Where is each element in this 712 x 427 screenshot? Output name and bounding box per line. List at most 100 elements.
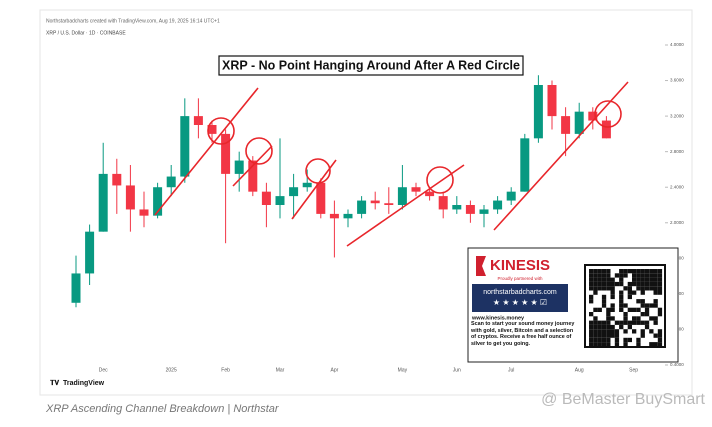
qr-cell: [640, 320, 645, 325]
qr-cell: [640, 281, 645, 287]
qr-cell: [644, 277, 650, 282]
qr-cell: [597, 320, 602, 325]
candle-body: [180, 116, 190, 177]
qr-cell: [606, 337, 611, 343]
candle-body: [153, 187, 163, 216]
qr-cell: [657, 337, 663, 343]
ad-url: www.kinesis.money: [471, 315, 525, 321]
x-tick-label: Apr: [331, 367, 339, 373]
qr-cell: [589, 333, 594, 338]
qr-cell: [606, 273, 611, 278]
qr-cell: [610, 329, 615, 334]
qr-cell: [649, 329, 654, 334]
qr-cell: [623, 316, 628, 321]
qr-cell: [627, 290, 632, 295]
qr-cell: [606, 277, 611, 282]
qr-cell: [657, 333, 663, 338]
qr-cell: [589, 269, 594, 274]
tv-logo: 𝐓𝐕: [50, 379, 60, 387]
red-circle: [245, 137, 273, 165]
candle-body: [370, 200, 380, 204]
candle-body: [493, 200, 503, 210]
qr-cell: [636, 299, 641, 304]
qr-cell: [640, 269, 645, 274]
qr-cell: [644, 273, 650, 278]
qr-cell: [593, 333, 598, 338]
qr-cell: [644, 281, 650, 287]
ad-tagline: Proudly partnered with: [497, 276, 543, 281]
qr-cell: [597, 269, 602, 274]
qr-cell: [597, 324, 602, 330]
qr-cell: [619, 290, 624, 295]
candle-body: [547, 85, 557, 117]
candle-body: [438, 196, 448, 210]
qr-cell: [597, 277, 602, 282]
candle-body: [479, 209, 489, 214]
qr-cell: [627, 269, 632, 274]
candle-body: [112, 173, 122, 186]
qr-cell: [640, 277, 645, 282]
ad-brand: KINESIS: [490, 257, 550, 274]
branding: TradingView: [63, 380, 105, 387]
qr-cell: [632, 273, 637, 278]
qr-cell: [597, 337, 602, 343]
qr-cell: [649, 342, 654, 347]
qr-cell: [589, 281, 594, 287]
qr-cell: [601, 277, 607, 282]
qr-cell: [636, 277, 641, 282]
qr-cell: [601, 281, 607, 287]
qr-cell: [632, 307, 637, 312]
qr-cell: [589, 286, 594, 291]
qr-cell: [653, 281, 658, 287]
trend-line: [291, 159, 337, 220]
qr-cell: [597, 307, 602, 312]
qr-cell: [636, 337, 641, 343]
candle-body: [397, 187, 407, 205]
ad-box: KINESIS Proudly partnered with northstar…: [467, 247, 679, 363]
qr-cell: [644, 320, 650, 325]
qr-cell: [640, 273, 645, 278]
y-tick-label: 3.2000: [670, 113, 684, 118]
qr-cell: [653, 303, 658, 308]
candle-body: [601, 120, 611, 139]
candle-body: [465, 205, 475, 214]
qr-cell: [610, 281, 615, 287]
candle-body: [139, 209, 149, 216]
qr-cell: [653, 269, 658, 274]
qr-cell: [619, 281, 624, 287]
chart-title: XRP - No Point Hanging Around After A Re…: [222, 58, 520, 72]
x-tick-label: May: [398, 367, 408, 373]
y-tick-label: 0.4000: [670, 362, 684, 367]
qr-cell: [619, 299, 624, 304]
x-tick-label: 2025: [166, 367, 177, 373]
qr-cell: [644, 312, 650, 317]
qr-cell: [589, 294, 594, 300]
qr-cell: [593, 281, 598, 287]
qr-cell: [640, 303, 645, 308]
candle-body: [343, 213, 353, 219]
red-circle: [305, 158, 331, 184]
qr-cell: [597, 281, 602, 287]
candle-body: [98, 173, 108, 232]
qr-cell: [623, 286, 628, 291]
qr-cell: [601, 333, 607, 338]
qr-cell: [589, 329, 594, 334]
qr-cell: [597, 273, 602, 278]
qr-cell: [640, 290, 645, 295]
qr-cell: [657, 290, 663, 295]
qr-cell: [606, 342, 611, 347]
qr-cell: [610, 290, 615, 295]
qr-cell: [649, 277, 654, 282]
qr-cell: [657, 329, 663, 334]
candle-body: [289, 187, 299, 197]
qr-cell: [589, 299, 594, 304]
qr-cell: [610, 333, 615, 338]
qr-cell: [614, 337, 620, 343]
qr-cell: [593, 307, 598, 312]
candle-body: [561, 116, 571, 134]
qr-cell: [657, 277, 663, 282]
caption: XRP Ascending Channel Breakdown | Norths…: [45, 403, 280, 415]
qr-cell: [653, 333, 658, 338]
qr-cell: [627, 286, 632, 291]
